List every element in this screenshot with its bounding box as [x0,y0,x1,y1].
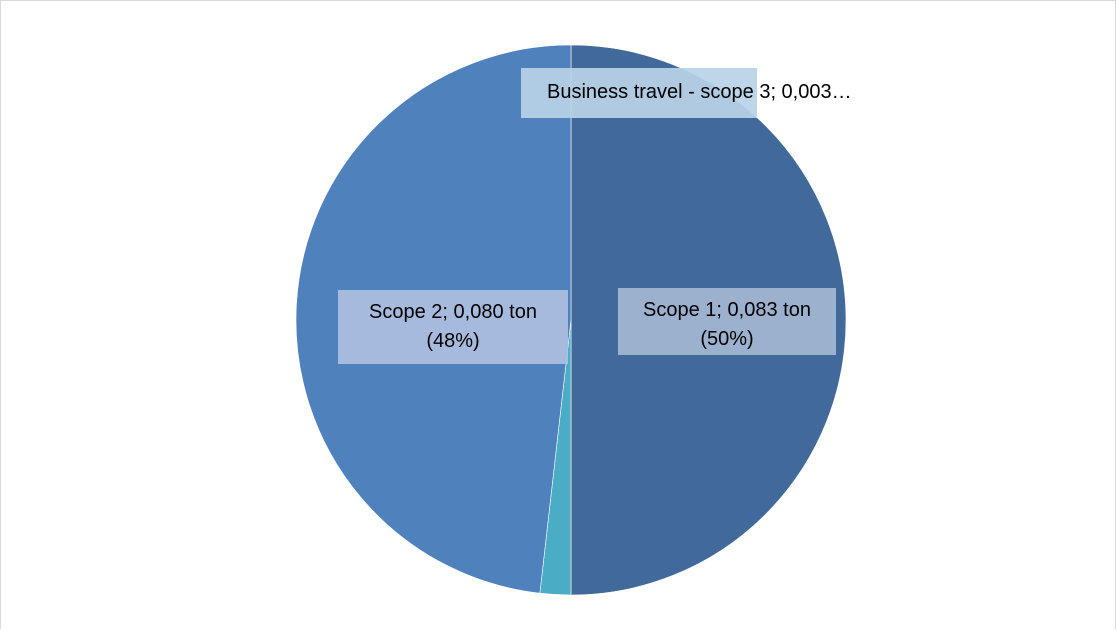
data-label-scope-2: Scope 2; 0,080 ton (48%) [338,290,568,364]
data-label-business-travel-scope-3: Business travel - scope 3; 0,003… [521,68,852,118]
data-label-box [618,288,836,355]
data-label-text: Business travel - scope 3; 0,003… [547,81,852,103]
pie-data-labels: Scope 1; 0,083 ton (50%) Business travel -… [338,68,852,364]
data-label-percent: (50%) [700,328,753,350]
data-label-percent: (48%) [426,330,479,352]
data-label-box [521,68,757,118]
data-label-text: Scope 2; 0,080 ton [369,301,537,323]
data-label-text: Scope 1; 0,083 ton [643,299,811,321]
data-label-scope-1: Scope 1; 0,083 ton (50%) [618,288,836,355]
data-label-box [338,290,568,364]
